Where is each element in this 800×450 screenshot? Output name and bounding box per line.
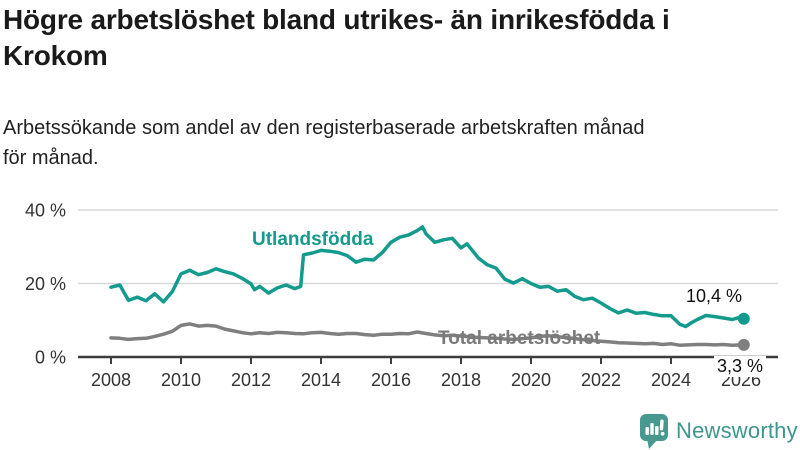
x-tick-label: 2020 <box>511 370 551 390</box>
page-title: Högre arbetslöshet bland utrikes- än inr… <box>3 4 670 71</box>
newsworthy-logo-icon <box>640 414 668 449</box>
x-tick-label: 2014 <box>301 370 341 390</box>
series-line-total <box>109 322 746 347</box>
x-tick-label: 2016 <box>371 370 411 390</box>
x-tick-label: 2008 <box>91 370 131 390</box>
end-value-utlandsfodda: 10,4 % <box>685 286 742 306</box>
series-label-utlandsfodda: Utlandsfödda <box>252 229 374 250</box>
newsworthy-brand-text: Newsworthy <box>676 418 798 443</box>
series-label-total: Total arbetslöshet <box>438 328 601 349</box>
x-tick-label: 2012 <box>231 370 271 390</box>
series-end-dot-utlandsfodda <box>737 312 750 325</box>
series-end-dot-total <box>737 338 750 351</box>
x-tick-label: 2018 <box>441 370 481 390</box>
y-tick-label: 20 % <box>25 274 66 294</box>
x-tick-label: 2022 <box>581 370 621 390</box>
y-tick-label: 0 % <box>35 348 66 368</box>
end-value-total: 3,3 % <box>714 356 767 377</box>
x-tick-label: 2010 <box>161 370 201 390</box>
x-tick-label: 2024 <box>651 370 691 390</box>
series-line-utlandsfodda <box>109 225 746 329</box>
y-tick-label: 40 % <box>25 201 66 221</box>
page-subtitle: Arbetssökande som andel av den registerb… <box>3 117 645 169</box>
